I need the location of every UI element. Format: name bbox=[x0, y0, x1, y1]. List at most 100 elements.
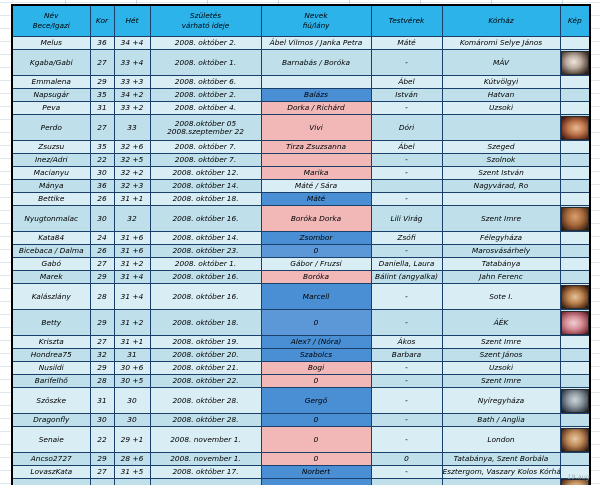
cell-nickname[interactable]: Nusildi bbox=[11, 361, 91, 375]
cell-age[interactable]: 28 bbox=[89, 283, 115, 310]
table-row[interactable]: Bettike 26 31 +1 2008. október 18. Máté - bbox=[11, 192, 591, 206]
cell-photo[interactable] bbox=[559, 270, 591, 284]
cell-baby-names[interactable]: 0 bbox=[260, 309, 372, 336]
ultrasound-thumbnail-image[interactable] bbox=[561, 50, 589, 75]
table-row[interactable]: Kgaba/Gabi 27 33 +4 2008. október 1. Barnabá… bbox=[11, 49, 591, 76]
cell-siblings[interactable]: - bbox=[370, 413, 443, 427]
cell-hospital[interactable]: Tatabánya bbox=[441, 257, 561, 271]
cell-photo[interactable] bbox=[559, 231, 591, 245]
cell-photo[interactable] bbox=[559, 114, 591, 141]
cell-baby-names[interactable]: Ábel Vilmos / Janka Petra bbox=[260, 36, 372, 50]
cell-hospital[interactable]: Kútvölgyi bbox=[441, 75, 561, 89]
cell-week[interactable]: 31 +2 bbox=[113, 309, 151, 336]
table-row[interactable]: Macianyu 30 32 +2 2008. október 12. Marika - S… bbox=[11, 166, 591, 180]
cell-hospital[interactable]: Szeged bbox=[441, 140, 561, 154]
cell-week[interactable]: 31 +6 bbox=[113, 244, 151, 258]
cell-hospital[interactable]: Szent Imre bbox=[441, 205, 561, 232]
cell-baby-names[interactable]: Boróka bbox=[260, 270, 372, 284]
cell-age[interactable]: 29 bbox=[89, 361, 115, 375]
cell-nickname[interactable]: LovaszKata bbox=[11, 465, 91, 479]
cell-due-date[interactable]: 2008. október 18. bbox=[149, 192, 262, 206]
cell-baby-names[interactable]: Szabolcs bbox=[260, 348, 372, 362]
cell-hospital[interactable] bbox=[441, 192, 561, 206]
cell-due-date[interactable]: 2008. október 6. bbox=[149, 75, 262, 89]
cell-due-date[interactable]: 2008. október 16. bbox=[149, 283, 262, 310]
cell-nickname[interactable]: Kata84 bbox=[11, 231, 91, 245]
cell-due-date[interactable]: 2008. október 17. bbox=[149, 465, 262, 479]
cell-age[interactable]: 29 bbox=[89, 75, 115, 89]
cell-siblings[interactable]: - bbox=[370, 361, 443, 375]
cell-hospital[interactable]: Uzsoki bbox=[441, 361, 561, 375]
cell-siblings[interactable]: Ábel bbox=[370, 75, 443, 89]
cell-age[interactable]: 28 bbox=[89, 374, 115, 388]
cell-nickname[interactable]: Gabó bbox=[11, 257, 91, 271]
cell-photo[interactable] bbox=[559, 426, 591, 453]
cell-photo[interactable] bbox=[559, 335, 591, 349]
cell-siblings[interactable]: - bbox=[370, 309, 443, 336]
cell-hospital[interactable]: Marosvásárhely bbox=[441, 244, 561, 258]
cell-due-date[interactable]: 2008. október 16. bbox=[149, 205, 262, 232]
cell-baby-names[interactable] bbox=[260, 153, 372, 167]
cell-siblings[interactable]: Dóri bbox=[370, 114, 443, 141]
cell-siblings[interactable] bbox=[370, 179, 443, 193]
cell-baby-names[interactable]: Máté / Sára bbox=[260, 179, 372, 193]
cell-photo[interactable] bbox=[559, 36, 591, 50]
cell-week[interactable]: 28 +6 bbox=[113, 452, 151, 466]
cell-age[interactable]: 30 bbox=[89, 166, 115, 180]
cell-hospital[interactable]: Komáromi Selye János bbox=[441, 36, 561, 50]
cell-due-date[interactable]: 2008. október 16. bbox=[149, 270, 262, 284]
ultrasound-thumbnail-image[interactable] bbox=[561, 284, 589, 309]
cell-due-date[interactable]: 2008. október 14. bbox=[149, 179, 262, 193]
table-row[interactable]: Kata84 24 31 +6 2008. október 14. Zsombor Zsó… bbox=[11, 231, 591, 245]
cell-photo[interactable] bbox=[559, 387, 591, 414]
cell-siblings[interactable]: - bbox=[370, 49, 443, 76]
cell-nickname[interactable]: Hondrea75 bbox=[11, 348, 91, 362]
cell-week[interactable]: 31 +1 bbox=[113, 335, 151, 349]
ultrasound-thumbnail-image[interactable] bbox=[561, 427, 589, 452]
cell-baby-names[interactable]: Gábor / Fruzsi bbox=[260, 257, 372, 271]
cell-due-date[interactable]: 2008. november 1. bbox=[149, 452, 262, 466]
cell-age[interactable]: 36 bbox=[89, 179, 115, 193]
cell-week[interactable]: 33 +3 bbox=[113, 75, 151, 89]
cell-baby-names[interactable]: 0 bbox=[260, 374, 372, 388]
cell-nickname[interactable]: Kalászlány bbox=[11, 283, 91, 310]
cell-due-date[interactable]: 2008. október 12. bbox=[149, 166, 262, 180]
cell-photo[interactable] bbox=[559, 257, 591, 271]
cell-hospital[interactable]: Esztergom, Vaszary Kolos Kórház bbox=[441, 465, 561, 479]
cell-photo[interactable] bbox=[559, 101, 591, 115]
cell-hospital[interactable]: MÁV bbox=[441, 49, 561, 76]
cell-week[interactable]: 33 +2 bbox=[113, 101, 151, 115]
cell-due-date[interactable]: 2008. október 1. bbox=[149, 257, 262, 271]
cell-baby-names[interactable]: Vivi bbox=[260, 114, 372, 141]
cell-age[interactable]: 26 bbox=[89, 244, 115, 258]
cell-due-date[interactable]: 2008. október 1. bbox=[149, 49, 262, 76]
cell-baby-names[interactable]: Balázs bbox=[260, 88, 372, 102]
cell-photo[interactable] bbox=[559, 192, 591, 206]
cell-due-date[interactable]: 2008. október 18. bbox=[149, 309, 262, 336]
cell-hospital[interactable] bbox=[441, 114, 561, 141]
cell-siblings[interactable]: Ákos bbox=[370, 335, 443, 349]
col-testverek[interactable]: Testvérek bbox=[370, 4, 443, 37]
cell-photo[interactable] bbox=[559, 374, 591, 388]
cell-nickname[interactable]: Betty bbox=[11, 309, 91, 336]
cell-hospital[interactable]: Hatvan bbox=[441, 88, 561, 102]
col-nev[interactable]: Név Bece/Igazi bbox=[11, 4, 91, 37]
cell-age[interactable]: 31 bbox=[89, 387, 115, 414]
cell-photo[interactable] bbox=[559, 413, 591, 427]
cell-hospital[interactable] bbox=[441, 478, 561, 485]
cell-photo[interactable] bbox=[559, 75, 591, 89]
cell-hospital[interactable]: Szolnok bbox=[441, 153, 561, 167]
table-row[interactable]: Peva 31 33 +2 2008. október 4. Dorka / Richá… bbox=[11, 101, 591, 115]
cell-age[interactable]: 36 bbox=[89, 36, 115, 50]
table-row[interactable]: Emmalena 29 33 +3 2008. október 6. Ábel Kútvö… bbox=[11, 75, 591, 89]
cell-baby-names[interactable] bbox=[260, 75, 372, 89]
cell-photo[interactable] bbox=[559, 166, 591, 180]
cell-due-date[interactable]: 2008. október 28. bbox=[149, 413, 262, 427]
ultrasound-thumbnail-image[interactable] bbox=[561, 310, 589, 335]
cell-nickname[interactable]: Peva bbox=[11, 101, 91, 115]
cell-age[interactable]: 29 bbox=[89, 309, 115, 336]
cell-siblings[interactable]: - bbox=[370, 101, 443, 115]
cell-due-date[interactable]: 2008. október 4. bbox=[149, 101, 262, 115]
cell-baby-names[interactable]: 0 bbox=[260, 452, 372, 466]
cell-age[interactable]: 27 bbox=[89, 49, 115, 76]
